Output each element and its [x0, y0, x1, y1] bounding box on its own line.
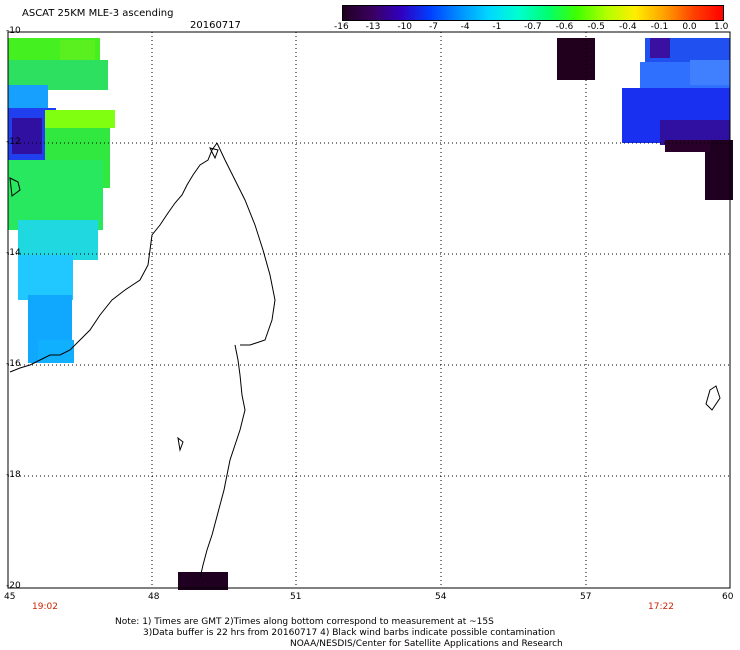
color-scale-label: -0.6 — [555, 22, 574, 32]
color-scale-label: -0.7 — [524, 22, 542, 32]
lat-label: -16 — [6, 359, 21, 369]
lat-label: -12 — [6, 137, 21, 147]
lon-label: 45 — [4, 592, 16, 602]
color-scale-label: -0.5 — [587, 22, 605, 32]
map-frame — [7, 31, 731, 589]
lat-label: -14 — [6, 248, 21, 258]
color-scale-label: -1 — [492, 22, 502, 32]
lon-label: 54 — [435, 592, 447, 602]
color-scale-label: -7 — [429, 22, 438, 32]
product-date: 20160717 — [190, 20, 241, 31]
wind-swath-south — [178, 572, 228, 590]
lon-label: 60 — [722, 592, 734, 602]
madagascar-coastline — [9, 142, 276, 579]
color-scale-label: -13 — [365, 22, 381, 32]
time-left: 19:02 — [32, 602, 58, 612]
lon-label: 57 — [580, 592, 592, 602]
footnote-line-2: 3)Data buffer is 22 hrs from 20160717 4)… — [143, 628, 556, 638]
color-scale-label: 0.0 — [682, 22, 697, 32]
color-scale-bar — [342, 5, 724, 21]
footnote-line-1: Note: 1) Times are GMT 2)Times along bot… — [115, 617, 494, 627]
lat-label: -20 — [6, 581, 21, 591]
wind-swath-east — [557, 38, 733, 200]
footnote-line-3: NOAA/NESDIS/Center for Satellite Applica… — [290, 639, 563, 649]
product-title: ASCAT 25KM MLE-3 ascending — [22, 8, 174, 19]
lon-label: 48 — [148, 592, 160, 602]
wind-swath-west — [8, 38, 115, 363]
lat-label: -10 — [6, 26, 21, 36]
color-scale-label: -10 — [397, 22, 413, 32]
color-scale-label: -0.1 — [650, 22, 669, 32]
lat-label: -18 — [6, 470, 21, 480]
color-scale-label: 1.0 — [714, 22, 729, 32]
lat-lon-grid — [8, 32, 730, 588]
color-scale-label: -16 — [334, 22, 349, 32]
time-right: 17:22 — [648, 602, 674, 612]
lon-label: 51 — [290, 592, 302, 602]
color-scale-label: -0.4 — [619, 22, 637, 32]
color-scale-label: -4 — [460, 22, 470, 32]
